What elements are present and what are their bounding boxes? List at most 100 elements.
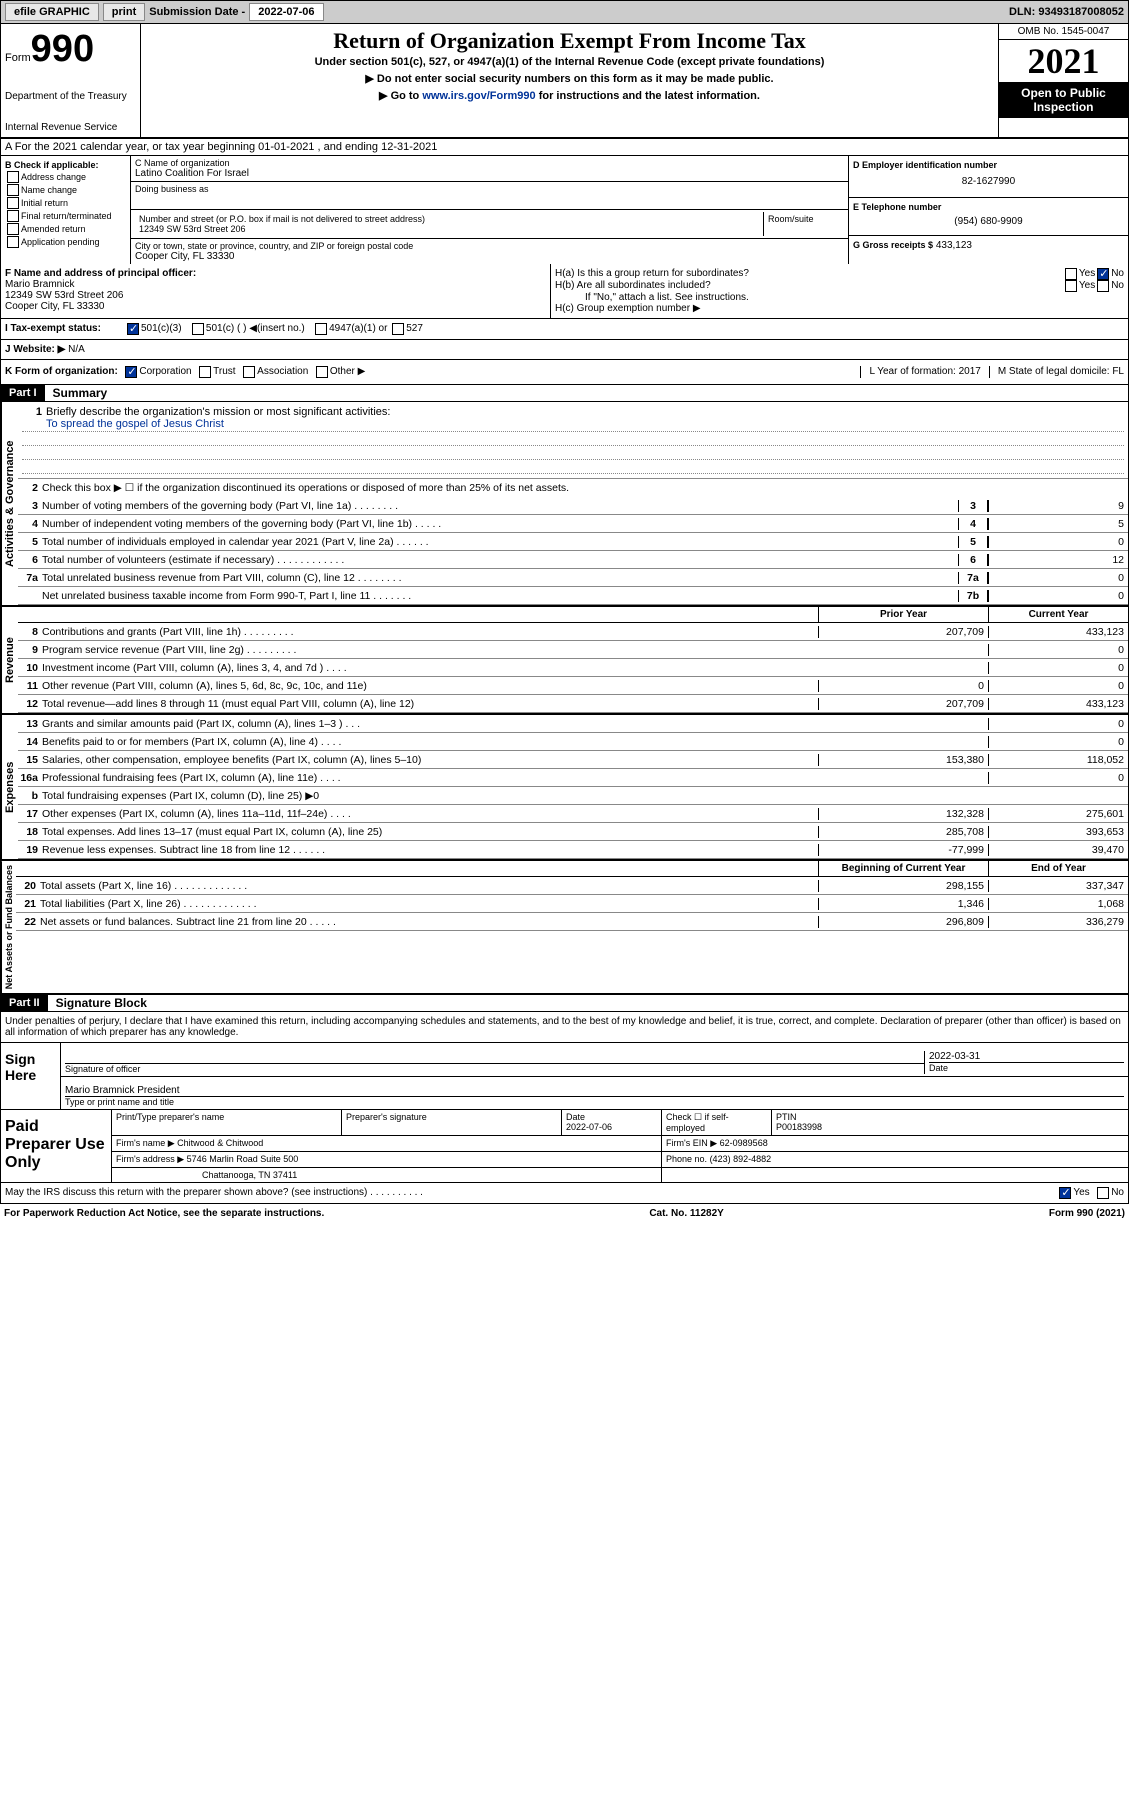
- prep-date-label: Date: [566, 1112, 585, 1122]
- tel-value: (954) 680-9909: [853, 212, 1124, 231]
- part1-header: Part I Summary: [0, 385, 1129, 402]
- mission-text: To spread the gospel of Jesus Christ: [22, 418, 1124, 432]
- table-row: Net unrelated business taxable income fr…: [18, 587, 1128, 605]
- ptin-label: PTIN: [776, 1112, 797, 1122]
- chk-initial-return[interactable]: [7, 197, 19, 209]
- chk-name-change[interactable]: [7, 184, 19, 196]
- opt-527: 527: [406, 323, 423, 335]
- date-label: Date: [929, 1062, 1124, 1073]
- form-title: Return of Organization Exempt From Incom…: [145, 28, 994, 54]
- chk-address-change[interactable]: [7, 171, 19, 183]
- gross-value: 433,123: [936, 240, 972, 251]
- city-state-zip: Cooper City, FL 33330: [135, 251, 844, 262]
- submission-date: 2022-07-06: [249, 3, 323, 21]
- dept-treasury: Department of the Treasury: [5, 91, 136, 102]
- sign-here-label: Sign Here: [1, 1043, 61, 1109]
- begin-year-hdr: Beginning of Current Year: [818, 861, 988, 876]
- top-bar: efile GRAPHIC print Submission Date - 20…: [0, 0, 1129, 24]
- irs-link[interactable]: www.irs.gov/Form990: [422, 90, 535, 102]
- hb-note: If "No," attach a list. See instructions…: [555, 292, 1124, 303]
- print-button[interactable]: print: [103, 3, 145, 21]
- chk-assoc[interactable]: [243, 366, 255, 378]
- chk-final-return[interactable]: [7, 210, 19, 222]
- chk-corp[interactable]: [125, 366, 137, 378]
- table-row: 11Other revenue (Part VIII, column (A), …: [18, 677, 1128, 695]
- q2-num: 2: [18, 482, 42, 494]
- submission-label: Submission Date -: [149, 6, 245, 18]
- revenue-section: Revenue Prior YearCurrent Year 8Contribu…: [0, 607, 1129, 715]
- table-row: 9Program service revenue (Part VIII, lin…: [18, 641, 1128, 659]
- table-row: 15Salaries, other compensation, employee…: [18, 751, 1128, 769]
- officer-label: F Name and address of principal officer:: [5, 268, 546, 279]
- subtitle-2a: ▶ Do not enter social security numbers o…: [145, 72, 994, 85]
- ein-value: 82-1627990: [853, 170, 1124, 193]
- table-row: 12Total revenue—add lines 8 through 11 (…: [18, 695, 1128, 713]
- chk-app-pending[interactable]: [7, 236, 19, 248]
- website-label: J Website: ▶: [5, 344, 65, 355]
- irs-label: Internal Revenue Service: [5, 122, 136, 133]
- col-d-e-g: D Employer identification number82-16279…: [848, 156, 1128, 264]
- org-name-label: C Name of organization: [135, 158, 844, 168]
- h-questions: H(a) Is this a group return for subordin…: [551, 264, 1128, 318]
- discuss-no[interactable]: [1097, 1187, 1109, 1199]
- officer-name-title: Mario Bramnick President: [65, 1085, 1124, 1096]
- opt-corp: Corporation: [139, 366, 191, 378]
- chk-501c[interactable]: [192, 323, 204, 335]
- lbl-name-change: Name change: [21, 185, 77, 195]
- lbl-amended: Amended return: [21, 224, 86, 234]
- part1-title: Summary: [53, 386, 108, 400]
- firm-addr-val: 5746 Marlin Road Suite 500: [187, 1154, 299, 1164]
- hb-label: H(b) Are all subordinates included?: [555, 280, 1063, 292]
- dln: DLN: 93493187008052: [1009, 6, 1124, 18]
- firm-city: Chattanooga, TN 37411: [111, 1168, 661, 1182]
- hb-no[interactable]: [1097, 280, 1109, 292]
- ha-yes[interactable]: [1065, 268, 1077, 280]
- tel-label: E Telephone number: [853, 202, 1124, 212]
- perjury-declaration: Under penalties of perjury, I declare th…: [1, 1012, 1128, 1042]
- form-header: Form990 Department of the Treasury Inter…: [0, 24, 1129, 138]
- opt-other: Other ▶: [330, 366, 365, 378]
- row-j: J Website: ▶ N/A: [0, 340, 1129, 360]
- room-label: Room/suite: [768, 214, 840, 224]
- part2-header: Part II Signature Block: [0, 995, 1129, 1012]
- paperwork-notice: For Paperwork Reduction Act Notice, see …: [4, 1208, 324, 1219]
- lbl-initial-return: Initial return: [21, 198, 68, 208]
- table-row: 17Other expenses (Part IX, column (A), l…: [18, 805, 1128, 823]
- phone-label: Phone no.: [666, 1154, 707, 1164]
- form-label: Form: [5, 52, 31, 64]
- part2-label: Part II: [1, 995, 48, 1011]
- row-a: A For the 2021 calendar year, or tax yea…: [0, 138, 1129, 156]
- blank-line: [22, 446, 1124, 460]
- net-assets-section: Net Assets or Fund Balances Beginning of…: [0, 861, 1129, 995]
- firm-ein-val: 62-0989568: [720, 1138, 768, 1148]
- opt-trust: Trust: [213, 366, 235, 378]
- chk-501c3[interactable]: [127, 323, 139, 335]
- discuss-yes[interactable]: [1059, 1187, 1071, 1199]
- row-i: I Tax-exempt status: 501(c)(3) 501(c) ( …: [0, 319, 1129, 340]
- chk-other[interactable]: [316, 366, 328, 378]
- ptin-val: P00183998: [776, 1122, 822, 1132]
- chk-527[interactable]: [392, 323, 404, 335]
- type-print-label: Type or print name and title: [65, 1096, 1124, 1107]
- ha-label: H(a) Is this a group return for subordin…: [555, 268, 1063, 280]
- governance-section: Activities & Governance 1Briefly describ…: [0, 402, 1129, 607]
- signature-block: Under penalties of perjury, I declare th…: [0, 1012, 1129, 1183]
- part2-title: Signature Block: [56, 996, 147, 1010]
- table-row: 6Total number of volunteers (estimate if…: [18, 551, 1128, 569]
- firm-ein-label: Firm's EIN ▶: [666, 1138, 717, 1148]
- prep-date-val: 2022-07-06: [566, 1122, 612, 1132]
- sig-officer-label: Signature of officer: [65, 1063, 924, 1074]
- year-formation: L Year of formation: 2017: [860, 366, 980, 378]
- ha-no[interactable]: [1097, 268, 1109, 280]
- discuss-row: May the IRS discuss this return with the…: [0, 1183, 1129, 1204]
- header-right: OMB No. 1545-0047 2021 Open to Public In…: [998, 24, 1128, 137]
- header-left: Form990 Department of the Treasury Inter…: [1, 24, 141, 137]
- col-b-checkboxes: B Check if applicable: Address change Na…: [1, 156, 131, 264]
- q1-num: 1: [22, 406, 46, 418]
- hb-yes[interactable]: [1065, 280, 1077, 292]
- chk-trust[interactable]: [199, 366, 211, 378]
- chk-amended[interactable]: [7, 223, 19, 235]
- chk-4947[interactable]: [315, 323, 327, 335]
- subtitle-1: Under section 501(c), 527, or 4947(a)(1)…: [145, 56, 994, 68]
- table-row: 21Total liabilities (Part X, line 26) . …: [16, 895, 1128, 913]
